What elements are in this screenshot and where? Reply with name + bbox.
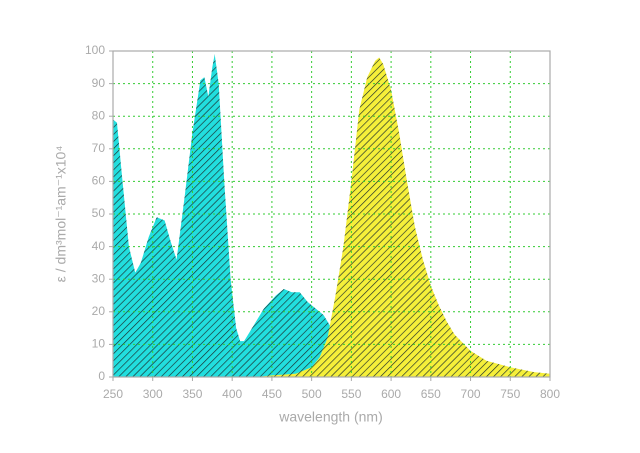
x-tick-label: 300: [143, 387, 163, 401]
area-hatch: [256, 57, 550, 378]
y-tick-label: 30: [92, 271, 106, 285]
plot-areas: [113, 54, 550, 378]
x-tick-label: 750: [500, 387, 520, 401]
area-hatch: [113, 54, 344, 377]
x-tick-label: 550: [341, 387, 361, 401]
y-tick-label: 50: [92, 206, 106, 220]
x-tick-label: 800: [540, 387, 560, 401]
y-tick-label: 20: [92, 304, 106, 318]
y-tick-label: 100: [85, 43, 105, 57]
y-tick-label: 40: [92, 239, 106, 253]
y-tick-label: 60: [92, 174, 106, 188]
x-tick-label: 650: [421, 387, 441, 401]
x-tick-label: 250: [103, 387, 123, 401]
y-axis-label: ε / dm³mol⁻¹am⁻¹x10⁴: [53, 146, 69, 283]
y-tick-label: 0: [98, 369, 105, 383]
x-axis-label: wavelength (nm): [278, 409, 383, 425]
y-tick-label: 80: [92, 108, 106, 122]
x-tick-label: 400: [222, 387, 242, 401]
x-tick-label: 500: [302, 387, 322, 401]
x-tick-label: 450: [262, 387, 282, 401]
x-tick-label: 600: [381, 387, 401, 401]
y-tick-label: 70: [92, 141, 106, 155]
y-tick-label: 90: [92, 76, 106, 90]
y-tick-label: 10: [92, 337, 106, 351]
x-tick-label: 700: [461, 387, 481, 401]
x-tick-label: 350: [182, 387, 202, 401]
plot-frame: [112, 50, 551, 378]
